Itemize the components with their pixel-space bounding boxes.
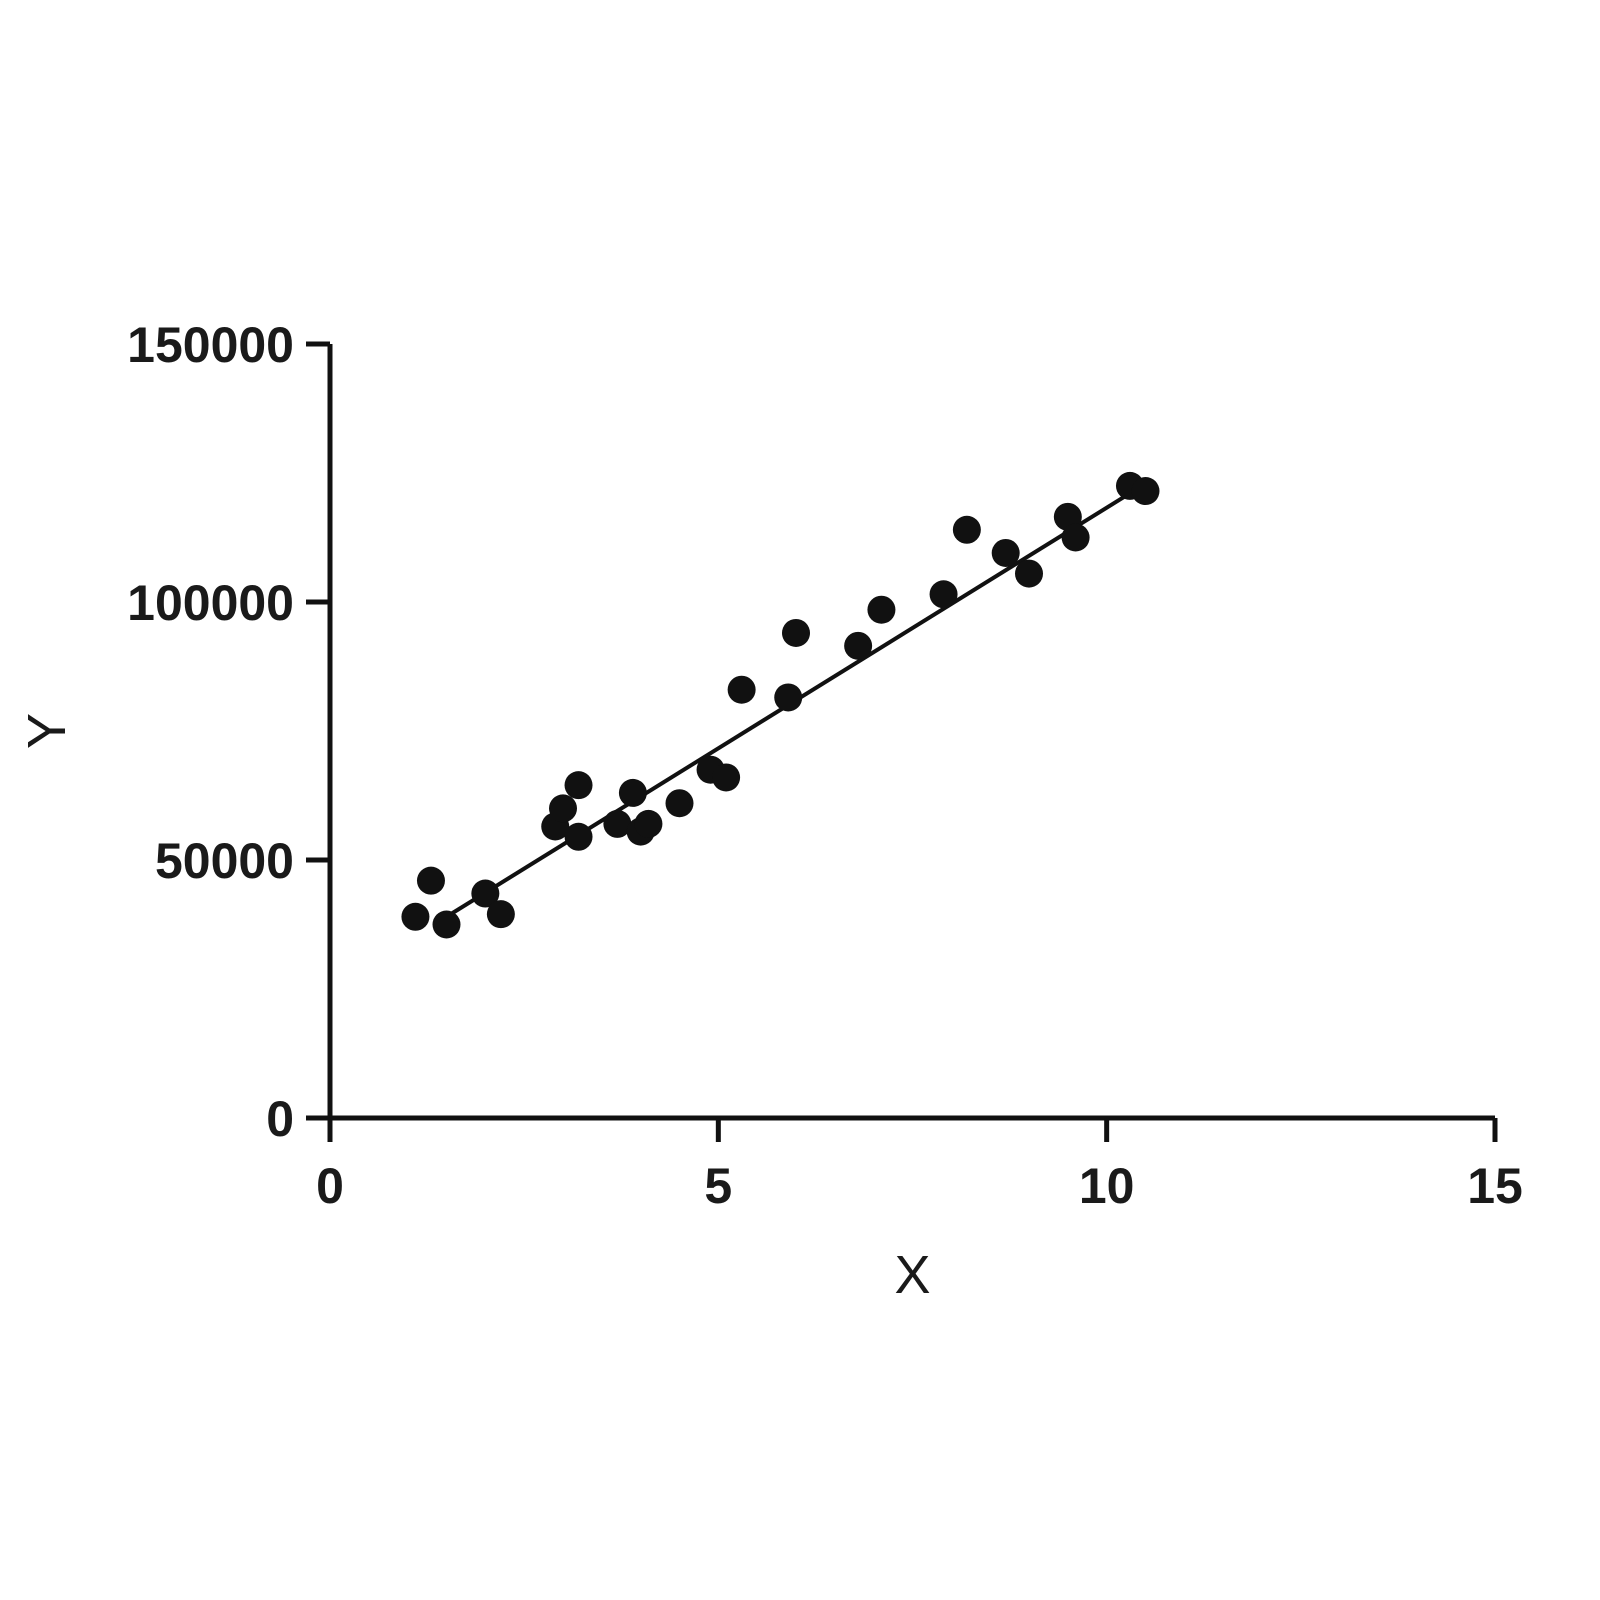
data-point	[774, 683, 803, 712]
data-point	[564, 771, 593, 800]
data-point	[867, 595, 896, 624]
data-point	[991, 538, 1020, 567]
data-point	[471, 879, 500, 908]
data-point	[603, 809, 632, 838]
x-tick-label: 15	[1467, 1158, 1523, 1214]
y-axis-label: Y	[17, 713, 77, 749]
data-point	[782, 618, 810, 647]
data-point	[401, 902, 430, 931]
data-point	[416, 866, 445, 895]
data-point	[1131, 477, 1160, 506]
data-point	[432, 910, 461, 939]
x-axis-label: X	[894, 1245, 930, 1305]
data-point	[929, 580, 958, 609]
y-tick-label: 50000	[155, 833, 294, 889]
y-tick-label: 150000	[127, 317, 294, 373]
data-point	[1061, 523, 1090, 552]
y-tick-label: 0	[266, 1091, 294, 1147]
data-point	[952, 515, 981, 544]
x-tick-label: 10	[1079, 1158, 1135, 1214]
data-point	[634, 809, 663, 838]
x-tick-label: 5	[704, 1158, 732, 1214]
x-tick-label: 0	[316, 1158, 344, 1214]
data-point	[844, 631, 873, 660]
data-point	[727, 675, 756, 704]
data-point	[564, 822, 593, 851]
data-point	[486, 900, 515, 929]
ticks-layer: 0 5 10 15 0 50000 100000 150000	[127, 317, 1523, 1214]
axes-layer	[327, 344, 1495, 1121]
y-tick-label: 100000	[127, 575, 294, 631]
data-point	[1015, 559, 1043, 588]
points-layer	[401, 471, 1160, 939]
data-point	[549, 794, 577, 823]
data-point	[665, 789, 694, 818]
data-point	[618, 778, 647, 807]
data-point	[712, 763, 741, 792]
